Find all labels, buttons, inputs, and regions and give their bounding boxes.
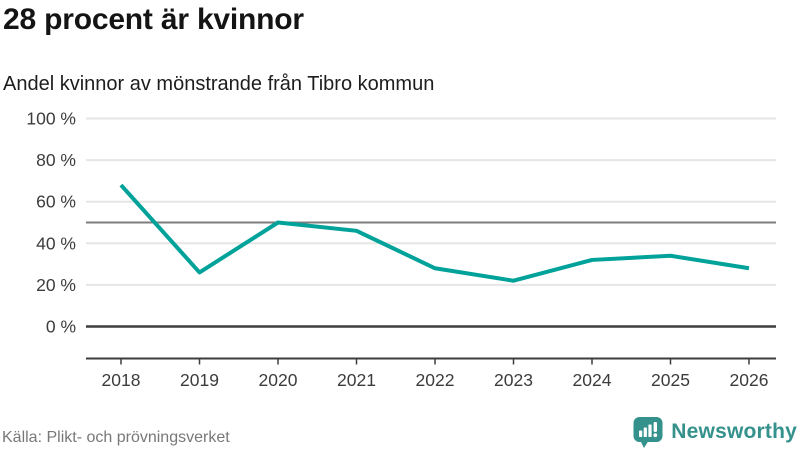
newsworthy-logo-text: Newsworthy [671,420,797,443]
svg-text:2020: 2020 [259,370,298,390]
svg-text:80 %: 80 % [36,150,76,170]
svg-text:2021: 2021 [337,370,376,390]
chart-title: 28 procent är kvinnor [3,3,304,36]
svg-text:2025: 2025 [651,370,690,390]
source-label: Källa: Plikt- och prövningsverket [2,429,230,446]
chart-subtitle: Andel kvinnor av mönstrande från Tibro k… [3,73,435,95]
svg-text:0 %: 0 % [46,317,76,337]
svg-text:2023: 2023 [494,370,533,390]
svg-text:2026: 2026 [730,370,769,390]
svg-text:2024: 2024 [573,370,612,390]
newsworthy-logo-icon [633,416,663,448]
svg-text:100 %: 100 % [26,109,76,129]
svg-text:2018: 2018 [102,370,141,390]
newsworthy-logo: Newsworthy [632,415,797,449]
svg-text:2019: 2019 [180,370,219,390]
svg-text:40 %: 40 % [36,233,76,253]
svg-text:20 %: 20 % [36,275,76,295]
svg-text:2022: 2022 [416,370,455,390]
svg-text:60 %: 60 % [36,192,76,212]
